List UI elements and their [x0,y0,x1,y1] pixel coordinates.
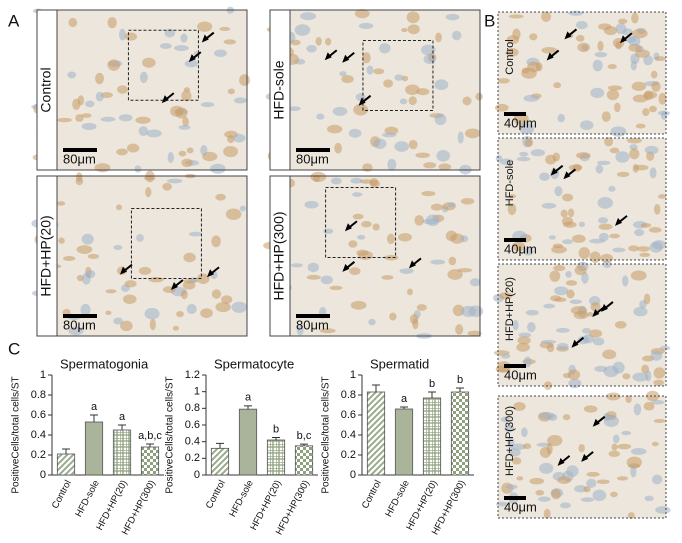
bar [294,445,314,476]
error-bar [90,414,98,422]
scale-bar [504,496,526,500]
x-tick-label: Control [204,478,228,510]
scale-bar [63,148,97,152]
micrograph-label: HFD-sole [271,60,287,119]
scale-bar [296,314,330,318]
y-tick-label: 0.2 [31,449,46,461]
micrograph-label: HFD+HP(300) [271,211,287,300]
bar-annotation: a [119,411,126,423]
error-bar [428,391,436,398]
bar-annotation: b [429,378,435,390]
micrograph [31,170,248,337]
bar [140,446,160,476]
y-tick-label: 0.4 [341,429,356,441]
micrograph-label: HFD+HP(300) [504,406,516,476]
chart-title: Spermatocyte [214,356,294,371]
bar [112,429,132,476]
y-tick-label: 0.6 [341,409,356,421]
error-bar [456,387,464,392]
error-bar [118,424,126,430]
scale-label: 40μm [504,367,537,382]
y-axis-label: PositiveCells/total cells/ST [321,376,332,493]
micrograph-label: Control [504,39,516,74]
error-bar [300,443,308,446]
error-bar [62,448,70,454]
error-bar [146,443,154,447]
y-tick-label: 0.8 [185,402,200,414]
bar-annotation: a [91,401,98,413]
scale-bar [296,148,330,152]
error-bar [216,442,224,449]
bar-annotation: b [273,423,279,435]
x-tick-label: HFD-sole [383,478,412,519]
bar-annotation: a,b,c [138,430,162,442]
y-tick-label: 1 [350,369,356,381]
scale-bar [504,238,526,242]
panel-letter: A [8,11,20,30]
error-bar [272,437,280,440]
micrograph [494,10,671,137]
scale-bar [63,314,97,318]
panel-letter: B [484,11,495,30]
y-axis-label: PositiveCells/total cells/ST [11,376,22,493]
y-tick-label: 0 [40,469,46,481]
bar-annotation: a [401,393,408,405]
micrograph-label: HFD+HP(20) [38,215,54,296]
y-tick-label: 0.6 [185,419,200,431]
bar [266,439,286,476]
bar [84,421,104,476]
y-tick-label: 0 [194,469,200,481]
chart-title: Spermatid [370,356,429,371]
y-tick-label: 1 [40,369,46,381]
y-tick-label: 0.4 [31,429,46,441]
scale-label: 40μm [504,115,537,130]
scale-bar [504,112,526,116]
bar [210,447,230,476]
bar [394,408,414,476]
error-bar [244,405,252,410]
y-tick-label: 1.2 [185,369,200,381]
bar-annotation: b [457,374,463,386]
bar-annotation: b,c [297,430,312,442]
y-tick-label: 0.2 [341,449,356,461]
bar [450,391,470,476]
scale-label: 40μm [504,499,537,514]
y-axis-label: PositiveCells/total cells/ST [165,376,176,493]
bar-annotation: a [245,392,252,404]
chart-title: Spermatogonia [60,356,149,371]
panel-letter: C [8,339,20,358]
error-bar [372,384,380,392]
x-tick-label: HFD-sole [227,478,256,519]
x-tick-label: HFD-sole [73,478,102,519]
y-tick-label: 0.6 [31,409,46,421]
bar [422,397,442,476]
micrograph [31,6,250,174]
scale-label: 80μm [296,317,329,332]
y-tick-label: 0.8 [31,389,46,401]
scale-bar [504,364,526,368]
micrograph-label: HFD-sole [504,160,516,206]
error-bar [400,406,408,409]
scale-label: 80μm [63,151,96,166]
x-tick-label: Control [360,478,384,510]
scale-label: 40μm [504,241,537,256]
y-tick-label: 0.4 [185,436,200,448]
y-tick-label: 1 [194,386,200,398]
micrograph-label: HFD+HP(20) [504,277,516,341]
x-tick-label: Control [50,478,74,510]
y-tick-label: 0.2 [185,452,200,464]
bar [56,453,76,476]
micrograph [265,9,483,175]
y-tick-label: 0.8 [341,389,356,401]
bar [366,391,386,476]
micrograph-label: Control [38,67,54,112]
micrograph [263,171,484,339]
y-tick-label: 0 [350,469,356,481]
scale-label: 80μm [63,317,96,332]
bar [238,408,258,476]
scale-label: 80μm [296,151,329,166]
